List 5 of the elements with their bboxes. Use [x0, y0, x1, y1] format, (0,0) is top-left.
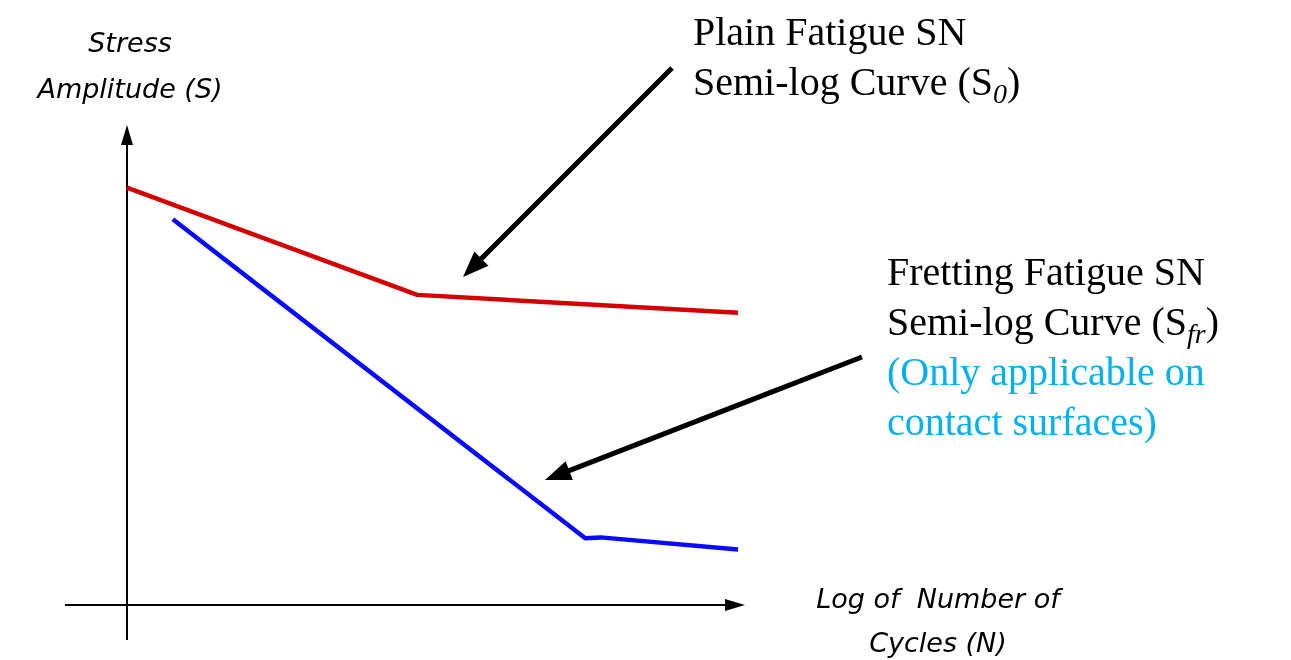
text: Plain Fatigue SN Semi-log Curve (S$_{0}$) — [693, 9, 1021, 110]
y-axis-title: Stress Amplitude (S) — [35, 27, 223, 104]
text: Fretting Fatigue SN Semi-log Curve (S$_{fr}$) — [887, 249, 1219, 350]
text: (Only applicable on contact surfaces) — [887, 349, 1205, 444]
x-axis-title: Log of Number of Cycles (N) — [816, 583, 1064, 658]
